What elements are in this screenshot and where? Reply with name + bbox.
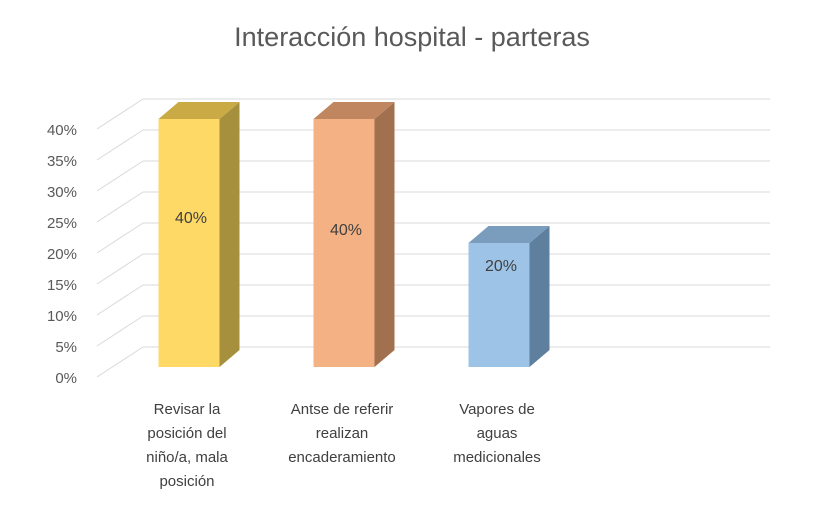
bar-top	[468, 226, 550, 243]
gridline-depth	[96, 253, 144, 285]
x-category-line: aguas	[477, 425, 518, 442]
bar-side	[374, 102, 395, 367]
x-category-line: posición del	[147, 425, 226, 442]
bar	[468, 226, 550, 367]
y-tick-label: 0%	[55, 370, 77, 387]
x-axis-categories: Revisar la posición del niño/a, mala posici…	[146, 401, 541, 490]
gridline-depth	[96, 191, 144, 223]
x-category-line: Vapores de	[459, 401, 535, 418]
gridline-depth	[96, 315, 144, 347]
x-category-label: Revisar la posición del niño/a, mala posici…	[146, 401, 228, 490]
x-category-line: Antse de referir	[291, 401, 394, 418]
x-category-line: realizan	[316, 425, 369, 442]
y-tick-label: 20%	[47, 246, 77, 263]
bar	[158, 102, 240, 367]
data-label: 40%	[175, 210, 207, 227]
bar-front	[158, 119, 220, 367]
data-labels: 40% 40% 20%	[175, 210, 517, 275]
gridline-depth	[96, 284, 144, 316]
bar-front	[313, 119, 375, 367]
bars	[158, 102, 550, 367]
y-axis-ticks: 0% 5% 10% 15% 20% 25% 30% 35% 40%	[47, 122, 77, 387]
y-tick-label: 40%	[47, 122, 77, 139]
gridline-depth	[96, 98, 144, 130]
gridline-depth	[96, 129, 144, 161]
data-label: 40%	[330, 222, 362, 239]
x-category-line: posición	[159, 473, 214, 490]
bar-top	[313, 102, 395, 119]
x-category-label: Vapores de aguas medicionales	[453, 401, 541, 466]
data-label: 20%	[485, 258, 517, 275]
bar-side	[219, 102, 240, 367]
gridline-depth	[96, 222, 144, 254]
x-category-label: Antse de referir realizan encaderamiento	[288, 401, 396, 466]
bar-side	[529, 226, 550, 367]
y-tick-label: 35%	[47, 153, 77, 170]
bar-front	[468, 243, 530, 367]
y-tick-label: 5%	[55, 339, 77, 356]
y-tick-label: 10%	[47, 308, 77, 325]
x-category-line: encaderamiento	[288, 449, 396, 466]
chart-title: Interacción hospital - parteras	[234, 22, 590, 52]
gridline-depth	[96, 160, 144, 192]
x-category-line: Revisar la	[154, 401, 221, 418]
y-tick-label: 30%	[47, 184, 77, 201]
grid	[96, 98, 770, 378]
x-category-line: medicionales	[453, 449, 541, 466]
y-tick-label: 25%	[47, 215, 77, 232]
bar-top	[158, 102, 240, 119]
gridline-depth	[96, 346, 144, 378]
y-tick-label: 15%	[47, 277, 77, 294]
bar	[313, 102, 395, 367]
x-category-line: niño/a, mala	[146, 449, 228, 466]
